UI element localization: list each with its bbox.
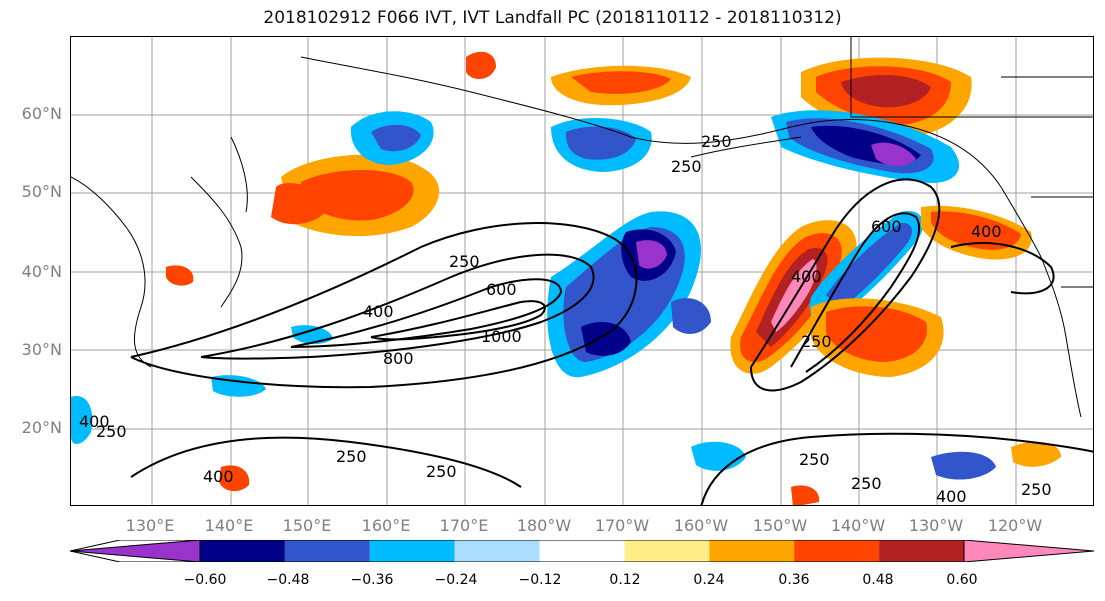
contour-label: 1000 bbox=[481, 327, 522, 346]
colorbar-swatch bbox=[284, 540, 370, 562]
colorbar-tick: 0.36 bbox=[778, 572, 810, 588]
lat-label-20: 20°N bbox=[21, 418, 62, 437]
contour-label: 600 bbox=[871, 217, 902, 236]
contour-label: 400 bbox=[791, 267, 822, 286]
contour-label: 400 bbox=[936, 487, 967, 506]
colorbar-tick: −0.60 bbox=[183, 572, 227, 588]
colorbar-tick: −0.48 bbox=[266, 572, 310, 588]
colorbar-swatch bbox=[70, 540, 201, 562]
lat-label-60: 60°N bbox=[21, 104, 62, 123]
colorbar bbox=[70, 540, 1094, 562]
colorbar-swatch bbox=[369, 540, 455, 562]
colorbar-tick: −0.24 bbox=[434, 572, 478, 588]
colorbar-tick: 0.24 bbox=[693, 572, 725, 588]
lon-label-130w: 130°W bbox=[908, 516, 964, 535]
contour-label: 250 bbox=[701, 132, 732, 151]
lat-label-50: 50°N bbox=[21, 182, 62, 201]
contour-label: 250 bbox=[426, 462, 457, 481]
map-panel: 250 400 600 800 1000 250 400 600 250 250… bbox=[70, 36, 1094, 506]
contour-label: 600 bbox=[486, 280, 517, 299]
contour-label: 400 bbox=[79, 412, 110, 431]
contour-label: 250 bbox=[96, 422, 127, 441]
lon-label-140w: 140°W bbox=[830, 516, 886, 535]
lon-label-150w: 150°W bbox=[752, 516, 808, 535]
colorbar-swatches bbox=[70, 540, 1094, 562]
colorbar-swatch bbox=[709, 540, 795, 562]
lon-label-170e: 170°E bbox=[439, 516, 489, 535]
colorbar-swatch bbox=[200, 540, 285, 562]
map-canvas: 250 400 600 800 1000 250 400 600 250 250… bbox=[71, 37, 1093, 506]
lon-label-160e: 160°E bbox=[361, 516, 411, 535]
lat-label-30: 30°N bbox=[21, 340, 62, 359]
colorbar-swatch bbox=[454, 540, 540, 562]
lon-label-170w: 170°W bbox=[594, 516, 650, 535]
contour-label: 250 bbox=[671, 157, 702, 176]
lon-label-160w: 160°W bbox=[673, 516, 729, 535]
contour-label: 400 bbox=[971, 222, 1002, 241]
contour-label: 400 bbox=[363, 302, 394, 321]
lon-label-180w: 180°W bbox=[516, 516, 572, 535]
coastlines bbox=[71, 37, 1093, 418]
colorbar-tick: 0.48 bbox=[862, 572, 894, 588]
lat-label-40: 40°N bbox=[21, 262, 62, 281]
colorbar-tick: 0.12 bbox=[609, 572, 641, 588]
lon-label-120w: 120°W bbox=[987, 516, 1043, 535]
colorbar-swatch bbox=[794, 540, 880, 562]
ivt-contours bbox=[130, 178, 1093, 505]
colorbar-tick: −0.36 bbox=[350, 572, 394, 588]
colorbar-tick: 0.60 bbox=[946, 572, 978, 588]
contour-label: 400 bbox=[203, 467, 234, 486]
contour-label: 250 bbox=[336, 447, 367, 466]
contour-label: 250 bbox=[449, 252, 480, 271]
contour-label: 250 bbox=[801, 332, 832, 351]
lon-label-130e: 130°E bbox=[125, 516, 175, 535]
lon-label-150e: 150°E bbox=[282, 516, 332, 535]
map-title: 2018102912 F066 IVT, IVT Landfall PC (20… bbox=[263, 8, 842, 28]
colorbar-swatch bbox=[624, 540, 710, 562]
lon-label-140e: 140°E bbox=[204, 516, 254, 535]
pc-shading bbox=[71, 51, 1061, 505]
colorbar-swatch bbox=[539, 540, 625, 562]
contour-label: 800 bbox=[383, 349, 414, 368]
contour-label: 250 bbox=[851, 474, 882, 493]
contour-label: 250 bbox=[799, 450, 830, 469]
contour-label: 250 bbox=[1021, 480, 1052, 499]
colorbar-tick: −0.12 bbox=[518, 572, 562, 588]
colorbar-swatch bbox=[879, 540, 964, 562]
contour-labels: 250 400 600 800 1000 250 400 600 250 250… bbox=[79, 132, 1052, 506]
colorbar-swatch bbox=[963, 540, 1094, 562]
